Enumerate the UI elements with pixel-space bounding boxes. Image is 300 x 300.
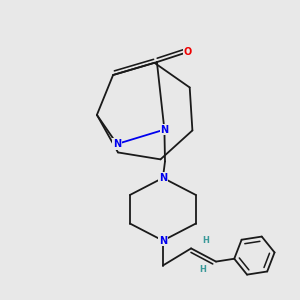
Text: H: H — [199, 265, 206, 274]
Text: N: N — [113, 139, 121, 149]
Text: N: N — [159, 173, 167, 183]
Text: O: O — [184, 47, 192, 57]
Text: H: H — [202, 236, 209, 245]
Text: N: N — [159, 236, 167, 246]
Text: N: N — [160, 124, 169, 135]
